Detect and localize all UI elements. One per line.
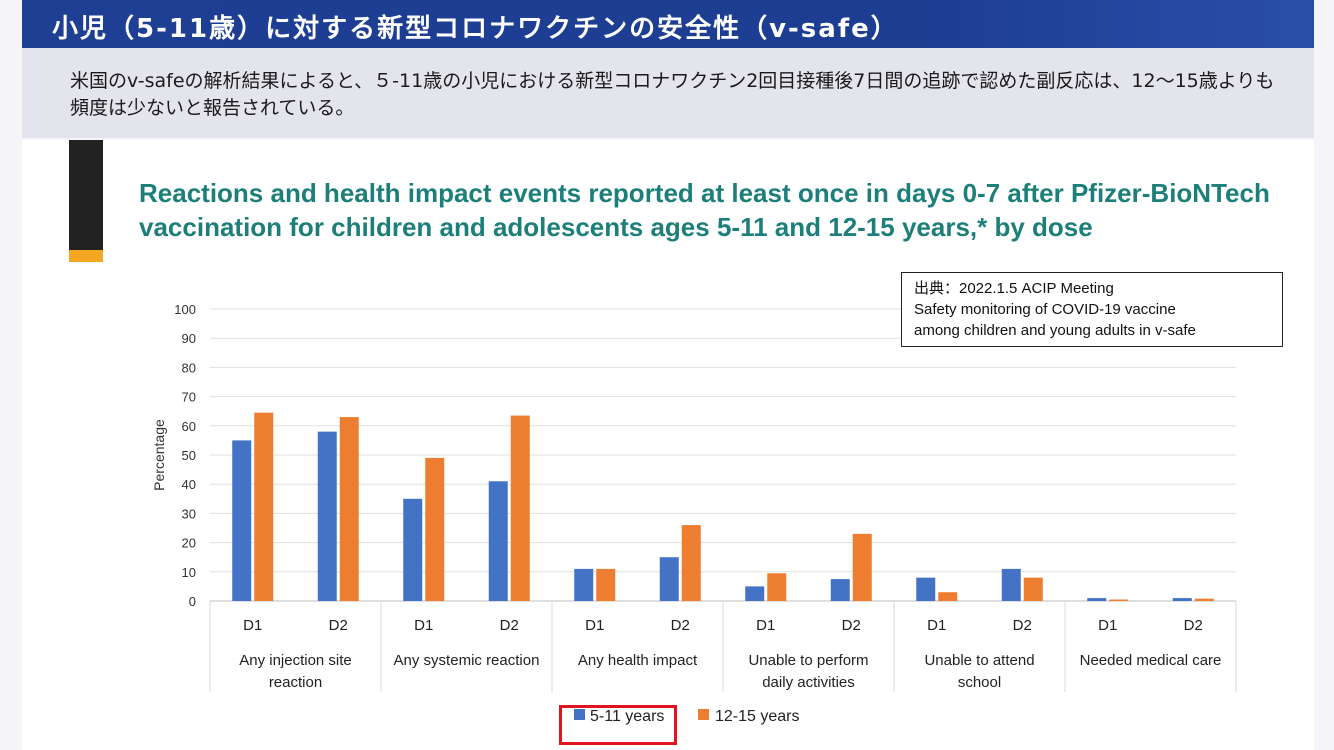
y-tick-label: 80 [182,360,196,375]
bar-5-11 [830,579,850,601]
dose-label: D2 [842,617,861,634]
bar-12-15 [852,533,872,601]
bar-12-15 [767,573,787,601]
y-axis-label: Percentage [151,419,167,491]
dose-label: D1 [1098,617,1117,634]
bar-5-11 [317,431,337,601]
dose-label: D2 [1184,617,1203,634]
legend-swatch-12-15 [698,709,709,720]
y-tick-label: 30 [182,506,196,521]
bar-12-15 [510,415,530,601]
y-tick-label: 50 [182,448,196,463]
category-label: Unable to perform [748,652,868,669]
bar-5-11 [488,481,508,601]
dose-label: D2 [329,617,348,634]
bar-5-11 [1172,598,1192,601]
source-line-2: Safety monitoring of COVID-19 vaccine [914,301,1176,318]
bar-12-15 [254,412,274,601]
header-banner: 小児（5-11歳）に対する新型コロナワクチンの安全性（v-safe） [22,0,1314,48]
dose-label: D1 [414,617,433,634]
legend-swatch-5-11 [574,709,585,720]
bar-12-15 [339,417,359,601]
bar-5-11 [574,568,594,601]
bar-5-11 [745,586,765,601]
bar-5-11 [1087,598,1107,601]
source-line-1: 出典：2022.1.5 ACIP Meeting [914,280,1114,297]
dose-label: D1 [927,617,946,634]
source-box: 出典：2022.1.5 ACIP Meeting Safety monitori… [901,272,1283,347]
category-label: Unable to attend [924,652,1034,669]
bar-12-15 [681,525,701,601]
source-line-3: among children and young adults in v-saf… [914,322,1196,339]
y-tick-label: 10 [182,565,196,580]
bar-5-11 [659,557,679,601]
accent-bar-gold [69,250,103,262]
page-title: 小児（5-11歳）に対する新型コロナワクチンの安全性（v-safe） [52,14,899,44]
bar-5-11 [916,577,936,601]
legend-label-5-11: 5-11 years [590,708,664,725]
y-tick-label: 20 [182,536,196,551]
chart-title: Reactions and health impact events repor… [139,178,1270,242]
bar-12-15 [938,592,958,601]
y-tick-label: 0 [189,594,196,609]
bar-12-15 [1109,599,1129,601]
accent-bar [69,140,103,250]
y-tick-label: 40 [182,477,196,492]
bar-5-11 [1001,568,1021,601]
summary-text: 米国のv-safeの解析結果によると、５-11歳の小児における新型コロナワクチン… [70,70,1275,119]
bar-5-11 [403,498,423,601]
legend-label-12-15: 12-15 years [715,708,800,725]
bar-12-15 [596,568,616,601]
category-label: Needed medical care [1080,652,1222,669]
dose-label: D1 [756,617,775,634]
dose-label: D1 [243,617,262,634]
y-tick-label: 90 [182,331,196,346]
y-tick-label: 100 [174,302,196,317]
dose-label: D2 [500,617,519,634]
category-label: school [958,674,1001,691]
category-label: daily activities [762,674,855,691]
dose-label: D2 [1013,617,1032,634]
legend-highlight-box [559,705,677,745]
dose-label: D2 [671,617,690,634]
bar-12-15 [1194,598,1214,601]
y-tick-label: 60 [182,419,196,434]
y-tick-label: 70 [182,390,196,405]
category-label: Any health impact [578,652,698,669]
bar-12-15 [1023,577,1043,601]
dose-label: D1 [585,617,604,634]
bar-12-15 [425,457,445,601]
category-label: Any systemic reaction [394,652,540,669]
bar-5-11 [232,440,252,601]
summary-box: 米国のv-safeの解析結果によると、５-11歳の小児における新型コロナワクチン… [22,48,1314,138]
category-label: reaction [269,674,322,691]
category-label: Any injection site [239,652,352,669]
